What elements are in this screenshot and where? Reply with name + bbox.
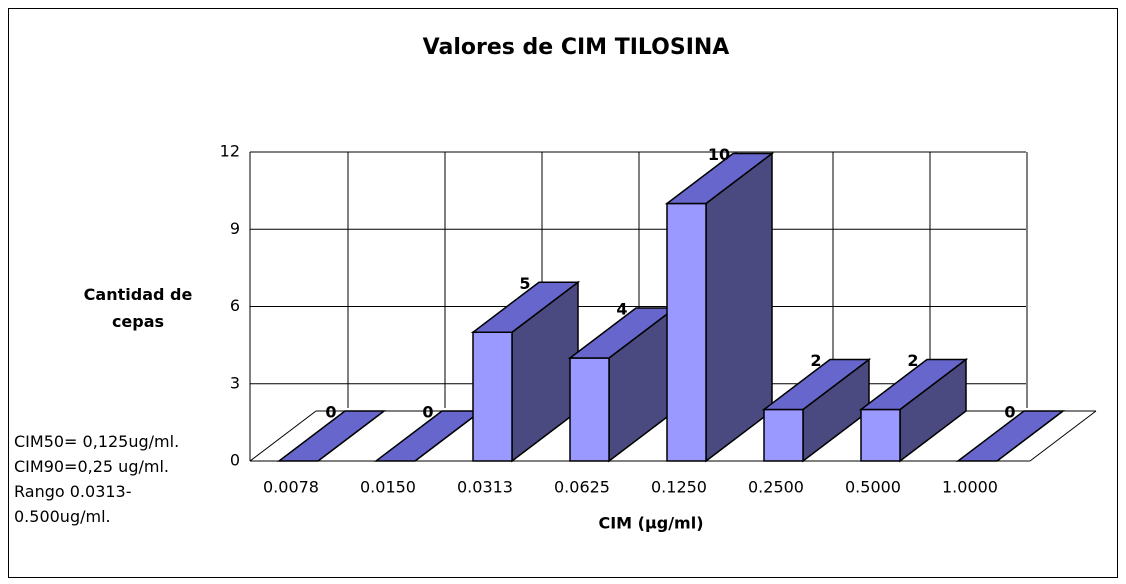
x-tick-label: 1.0000 <box>942 478 998 497</box>
bar <box>860 408 901 462</box>
x-tick-label: 0.0313 <box>457 478 513 497</box>
bar-top <box>276 410 387 462</box>
x-tick-label: 0.5000 <box>845 478 901 497</box>
chart-title: Valores de CIM TILOSINA <box>423 35 730 60</box>
x-tick-label: 0.1250 <box>651 478 707 497</box>
x-tick-label: 0.0078 <box>263 478 319 497</box>
data-label: 5 <box>519 274 530 293</box>
bar <box>666 202 707 462</box>
bar <box>472 331 513 462</box>
bar <box>763 408 804 462</box>
y-tick-label: 6 <box>230 296 240 315</box>
bar <box>569 357 610 462</box>
data-label: 0 <box>1004 403 1015 422</box>
floor-side <box>1029 410 1097 462</box>
y-axis-label: Cantidad de cepas <box>83 285 193 331</box>
bar-side <box>705 151 773 463</box>
annotation: CIM50= 0,125ug/ml. <box>14 432 180 451</box>
bar-top <box>858 358 969 411</box>
data-label: 0 <box>422 403 433 422</box>
data-label: 10 <box>708 145 730 164</box>
bar-top <box>761 358 872 411</box>
x-axis-label: CIM (µg/ml) <box>598 514 703 533</box>
bar-top <box>955 410 1066 462</box>
y-tick-label: 9 <box>230 219 240 238</box>
x-tick-label: 0.0625 <box>554 478 610 497</box>
x-tick-label: 0.2500 <box>748 478 804 497</box>
y-tick-label: 3 <box>230 373 240 392</box>
data-label: 2 <box>907 351 918 370</box>
annotation: CIM90=0,25 ug/ml. <box>14 457 169 476</box>
y-tick-label: 0 <box>230 451 240 470</box>
annotation: Rango 0.0313-0.500ug/ml. <box>14 482 132 526</box>
y-tick-label: 12 <box>220 142 240 161</box>
bar-top <box>664 152 775 205</box>
floor-side <box>249 410 317 462</box>
data-label: 0 <box>325 403 336 422</box>
data-label: 2 <box>810 351 821 370</box>
x-tick-label: 0.0150 <box>360 478 416 497</box>
frame <box>8 8 1118 578</box>
bar-top <box>470 281 581 333</box>
data-label: 4 <box>616 300 627 319</box>
